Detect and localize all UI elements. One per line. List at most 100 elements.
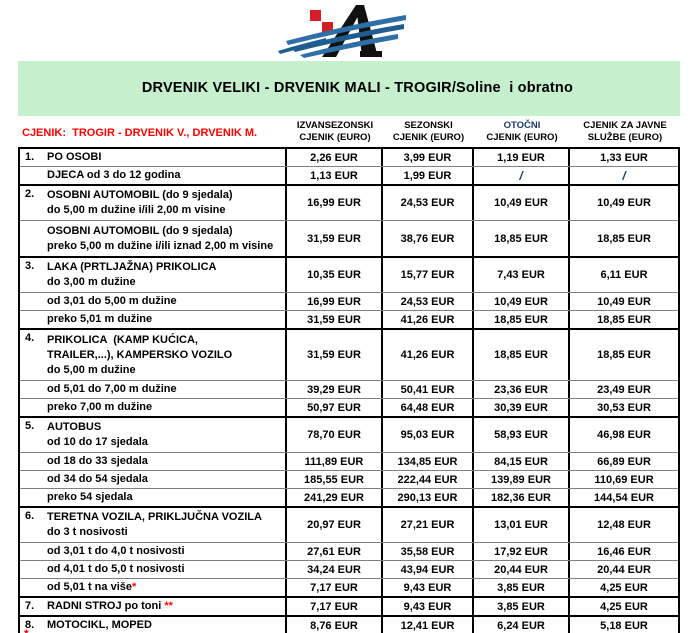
price-cell: 1,13 EUR bbox=[285, 167, 381, 184]
row-number: 2. bbox=[25, 188, 35, 200]
table-header-row: CJENIK: TROGIR - DRVENIK V., DRVENIK M. … bbox=[18, 116, 680, 147]
row-label: 1. PO OSOBI bbox=[20, 149, 285, 166]
row-label: OSOBNI AUTOMOBIL (do 9 sjedala) preko 5,0… bbox=[47, 224, 274, 252]
price-cell: 20,44 EUR bbox=[568, 561, 678, 578]
price-cell: 35,58 EUR bbox=[381, 543, 472, 560]
table-row: od 5,01 t na više* 7,17 EUR 9,43 EUR 3,85 E… bbox=[20, 578, 678, 596]
price-cell: 66,89 EUR bbox=[568, 453, 678, 470]
price-cell: 7,43 EUR bbox=[472, 258, 568, 292]
price-table: 1. PO OSOBI 2,26 EUR 3,99 EUR 1,19 EUR 1,33 E… bbox=[18, 147, 680, 633]
price-cell: 182,36 EUR bbox=[472, 489, 568, 506]
price-cell: 185,55 EUR bbox=[285, 471, 381, 488]
price-cell: 7,17 EUR bbox=[285, 579, 381, 596]
table-row: DJECA od 3 do 12 godina 1,13 EUR 1,99 EUR /… bbox=[20, 166, 678, 184]
table-row: od 18 do 33 sjedala 111,89 EUR 134,85 EUR 8… bbox=[20, 452, 678, 470]
row-label: od 3,01 t do 4,0 t nosivosti bbox=[47, 545, 185, 557]
price-cell: 7,17 EUR bbox=[285, 598, 381, 615]
price-cell: 30,39 EUR bbox=[472, 399, 568, 416]
row-label: 2. OSOBNI AUTOMOBIL (do 9 sjedala) do 5,00… bbox=[20, 186, 285, 220]
row-number: 6. bbox=[25, 510, 35, 522]
price-cell: 18,85 EUR bbox=[568, 311, 678, 328]
row-label: 5. AUTOBUS od 10 do 17 sjedala bbox=[20, 418, 285, 452]
price-cell: 31,59 EUR bbox=[285, 330, 381, 380]
route-title-banner: DRVENIK VELIKI - DRVENIK MALI - TROGIR/S… bbox=[18, 61, 680, 116]
row-label: 7. RADNI STROJ po toni ** bbox=[20, 598, 285, 615]
table-row: 7. RADNI STROJ po toni ** 7,17 EUR 9,43 EUR… bbox=[20, 596, 678, 615]
not-applicable-slash: / bbox=[622, 168, 626, 183]
price-cell: 222,44 EUR bbox=[381, 471, 472, 488]
price-cell: 6,24 EUR bbox=[472, 617, 568, 633]
price-cell: 10,49 EUR bbox=[568, 293, 678, 310]
table-row: 4. PRIKOLICA (KAMP KUĆICA, TRAILER,...), K… bbox=[20, 328, 678, 380]
row-number: 5. bbox=[25, 420, 35, 432]
price-cell: 8,76 EUR bbox=[285, 617, 381, 633]
price-cell: 95,03 EUR bbox=[381, 418, 472, 452]
price-cell: 34,24 EUR bbox=[285, 561, 381, 578]
price-cell: 50,41 EUR bbox=[381, 381, 472, 398]
route-title: DRVENIK VELIKI - DRVENIK MALI - TROGIR/S… bbox=[141, 80, 574, 96]
column-header: IZVANSEZONSKI CJENIK (EURO) bbox=[296, 120, 374, 143]
row-number: 1. bbox=[25, 151, 35, 163]
price-cell: 12,48 EUR bbox=[568, 508, 678, 542]
price-cell: 1,33 EUR bbox=[568, 149, 678, 166]
price-cell: 64,48 EUR bbox=[381, 399, 472, 416]
price-cell: 20,44 EUR bbox=[472, 561, 568, 578]
table-row: od 3,01 do 5,00 m dužine 16,99 EUR 24,53 E… bbox=[20, 292, 678, 310]
price-cell: 10,35 EUR bbox=[285, 258, 381, 292]
column-header: CJENIK ZA JAVNE SLUŽBE (EURO) bbox=[583, 120, 667, 143]
row-label: preko 54 sjedala bbox=[47, 491, 133, 503]
not-applicable-slash: / bbox=[519, 168, 523, 183]
column-header: SEZONSKI CJENIK (EURO) bbox=[392, 120, 465, 143]
price-cell: 78,70 EUR bbox=[285, 418, 381, 452]
price-cell: 18,85 EUR bbox=[472, 221, 568, 256]
row-label: DJECA od 3 do 12 godina bbox=[47, 169, 181, 181]
price-cell: 41,26 EUR bbox=[381, 311, 472, 328]
table-row: od 34 do 54 sjedala 185,55 EUR 222,44 EUR 1… bbox=[20, 470, 678, 488]
price-cell: 10,49 EUR bbox=[568, 186, 678, 220]
price-cell: 1,99 EUR bbox=[381, 167, 472, 184]
price-cell: 24,53 EUR bbox=[381, 186, 472, 220]
row-label: 6. TERETNA VOZILA, PRIKLJUČNA VOZILA do 3 … bbox=[20, 508, 285, 542]
table-row: od 5,01 do 7,00 m dužine 39,29 EUR 50,41 E… bbox=[20, 380, 678, 398]
row-label: od 5,01 t na više* bbox=[47, 581, 137, 593]
table-row: 2. OSOBNI AUTOMOBIL (do 9 sjedala) do 5,00… bbox=[20, 184, 678, 220]
price-cell: 5,18 EUR bbox=[568, 617, 678, 633]
price-cell: 241,29 EUR bbox=[285, 489, 381, 506]
price-cell: 1,19 EUR bbox=[472, 149, 568, 166]
table-row: preko 5,01 m dužine 31,59 EUR 41,26 EUR 18,… bbox=[20, 310, 678, 328]
price-cell: 18,85 EUR bbox=[568, 330, 678, 380]
row-number: 8. bbox=[25, 619, 35, 631]
price-cell: 9,43 EUR bbox=[381, 579, 472, 596]
price-cell: 58,93 EUR bbox=[472, 418, 568, 452]
price-cell: 134,85 EUR bbox=[381, 453, 472, 470]
price-cell: 31,59 EUR bbox=[285, 221, 381, 256]
table-row: OSOBNI AUTOMOBIL (do 9 sjedala) preko 5,0… bbox=[20, 220, 678, 256]
price-list-label: CJENIK: TROGIR - DRVENIK V., DRVENIK M. bbox=[22, 126, 258, 139]
row-label: 4. PRIKOLICA (KAMP KUĆICA, TRAILER,...), K… bbox=[20, 330, 285, 380]
price-cell: 10,49 EUR bbox=[472, 186, 568, 220]
price-cell: 24,53 EUR bbox=[381, 293, 472, 310]
price-cell: 15,77 EUR bbox=[381, 258, 472, 292]
row-label: od 18 do 33 sjedala bbox=[47, 455, 148, 467]
table-row: 5. AUTOBUS od 10 do 17 sjedala 78,70 EUR 95,… bbox=[20, 416, 678, 452]
price-cell: 84,15 EUR bbox=[472, 453, 568, 470]
logo-red-square-icon bbox=[309, 10, 321, 21]
price-cell: 27,21 EUR bbox=[381, 508, 472, 542]
price-cell: 16,99 EUR bbox=[285, 186, 381, 220]
price-cell: 16,46 EUR bbox=[568, 543, 678, 560]
table-row: 3. LAKA (PRTLJAŽNA) PRIKOLICA do 3,00 m du… bbox=[20, 256, 678, 292]
footnote-reference-mark: ** bbox=[164, 600, 173, 612]
price-cell: 16,99 EUR bbox=[285, 293, 381, 310]
price-cell: 39,29 EUR bbox=[285, 381, 381, 398]
price-cell: 290,13 EUR bbox=[381, 489, 472, 506]
price-cell: 18,85 EUR bbox=[568, 221, 678, 256]
price-cell: 2,26 EUR bbox=[285, 149, 381, 166]
price-cell: 9,43 EUR bbox=[381, 598, 472, 615]
price-cell: 4,25 EUR bbox=[568, 579, 678, 596]
price-cell: 27,61 EUR bbox=[285, 543, 381, 560]
table-row: preko 7,00 m dužine 50,97 EUR 64,48 EUR 30,… bbox=[20, 398, 678, 416]
logo-container bbox=[0, 0, 697, 58]
price-cell: 144,54 EUR bbox=[568, 489, 678, 506]
price-cell: 139,89 EUR bbox=[472, 471, 568, 488]
